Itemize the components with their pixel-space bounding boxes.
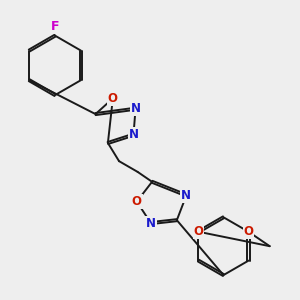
- Text: N: N: [146, 217, 156, 230]
- Text: O: O: [244, 225, 254, 238]
- Text: O: O: [132, 195, 142, 208]
- Text: N: N: [181, 189, 191, 202]
- Text: O: O: [108, 92, 118, 105]
- Text: O: O: [194, 225, 203, 238]
- Text: N: N: [130, 102, 141, 115]
- Text: N: N: [128, 128, 139, 141]
- Text: F: F: [51, 20, 59, 33]
